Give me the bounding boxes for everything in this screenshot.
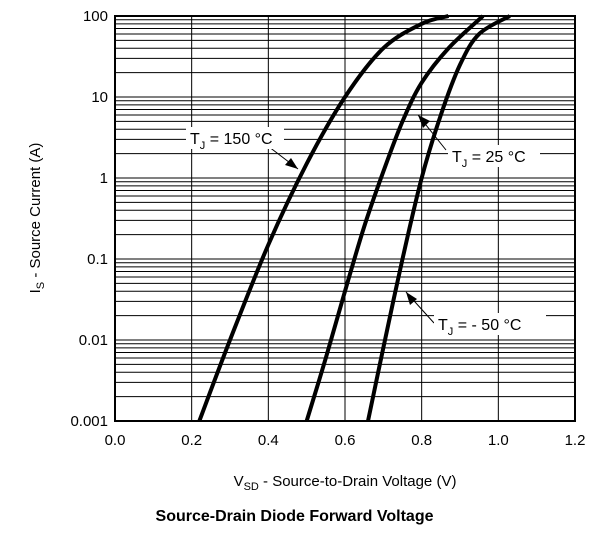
annotation-label-m50: TJ = - 50 °C (438, 317, 521, 338)
y-tick-label: 1 (100, 170, 108, 187)
y-tick-label: 0.1 (87, 251, 108, 268)
x-tick-label: 0.8 (411, 432, 432, 449)
curves (197, 14, 511, 422)
annotation-arrowhead-m50 (406, 292, 417, 305)
x-tick-label: 0.4 (258, 432, 279, 449)
y-tick-labels: 0.001 0.01 0.1 1 10 100 (70, 8, 108, 430)
y-tick-label: 100 (83, 8, 108, 25)
x-axis-label: VSD - Source-to-Drain Voltage (V) (234, 473, 457, 493)
annotation-box-25 (448, 145, 540, 167)
annotation-box-m50 (434, 313, 546, 335)
y-tick-label: 0.001 (70, 413, 108, 430)
annotation-arrowhead-25 (418, 115, 430, 128)
series-line-1 (304, 14, 485, 422)
plot-frame (114, 15, 576, 422)
series-line-2 (366, 14, 511, 422)
annotation-label-25: TJ = 25 °C (452, 149, 526, 170)
gridlines (115, 16, 575, 421)
y-tick-label: 0.01 (79, 332, 108, 349)
y-axis-label: IS - Source Current (A) (27, 143, 47, 294)
x-tick-label: 0.0 (105, 432, 126, 449)
annotation-label-150: TJ = 150 °C (190, 131, 273, 152)
annotation-arrowhead-150 (285, 158, 298, 169)
x-tick-label: 0.2 (181, 432, 202, 449)
series-line-0 (197, 14, 450, 422)
annotation-box-150 (186, 127, 284, 149)
x-tick-label: 1.0 (488, 432, 509, 449)
y-tick-label: 10 (91, 89, 108, 106)
x-tick-labels: 0.0 0.2 0.4 0.6 0.8 1.0 1.2 (105, 432, 586, 449)
x-tick-label: 1.2 (565, 432, 586, 449)
chart-title: Source-Drain Diode Forward Voltage (155, 508, 434, 525)
x-tick-label: 0.6 (335, 432, 356, 449)
annotations: TJ = 150 °C TJ = 25 °C TJ = - 50 °C (186, 114, 546, 338)
